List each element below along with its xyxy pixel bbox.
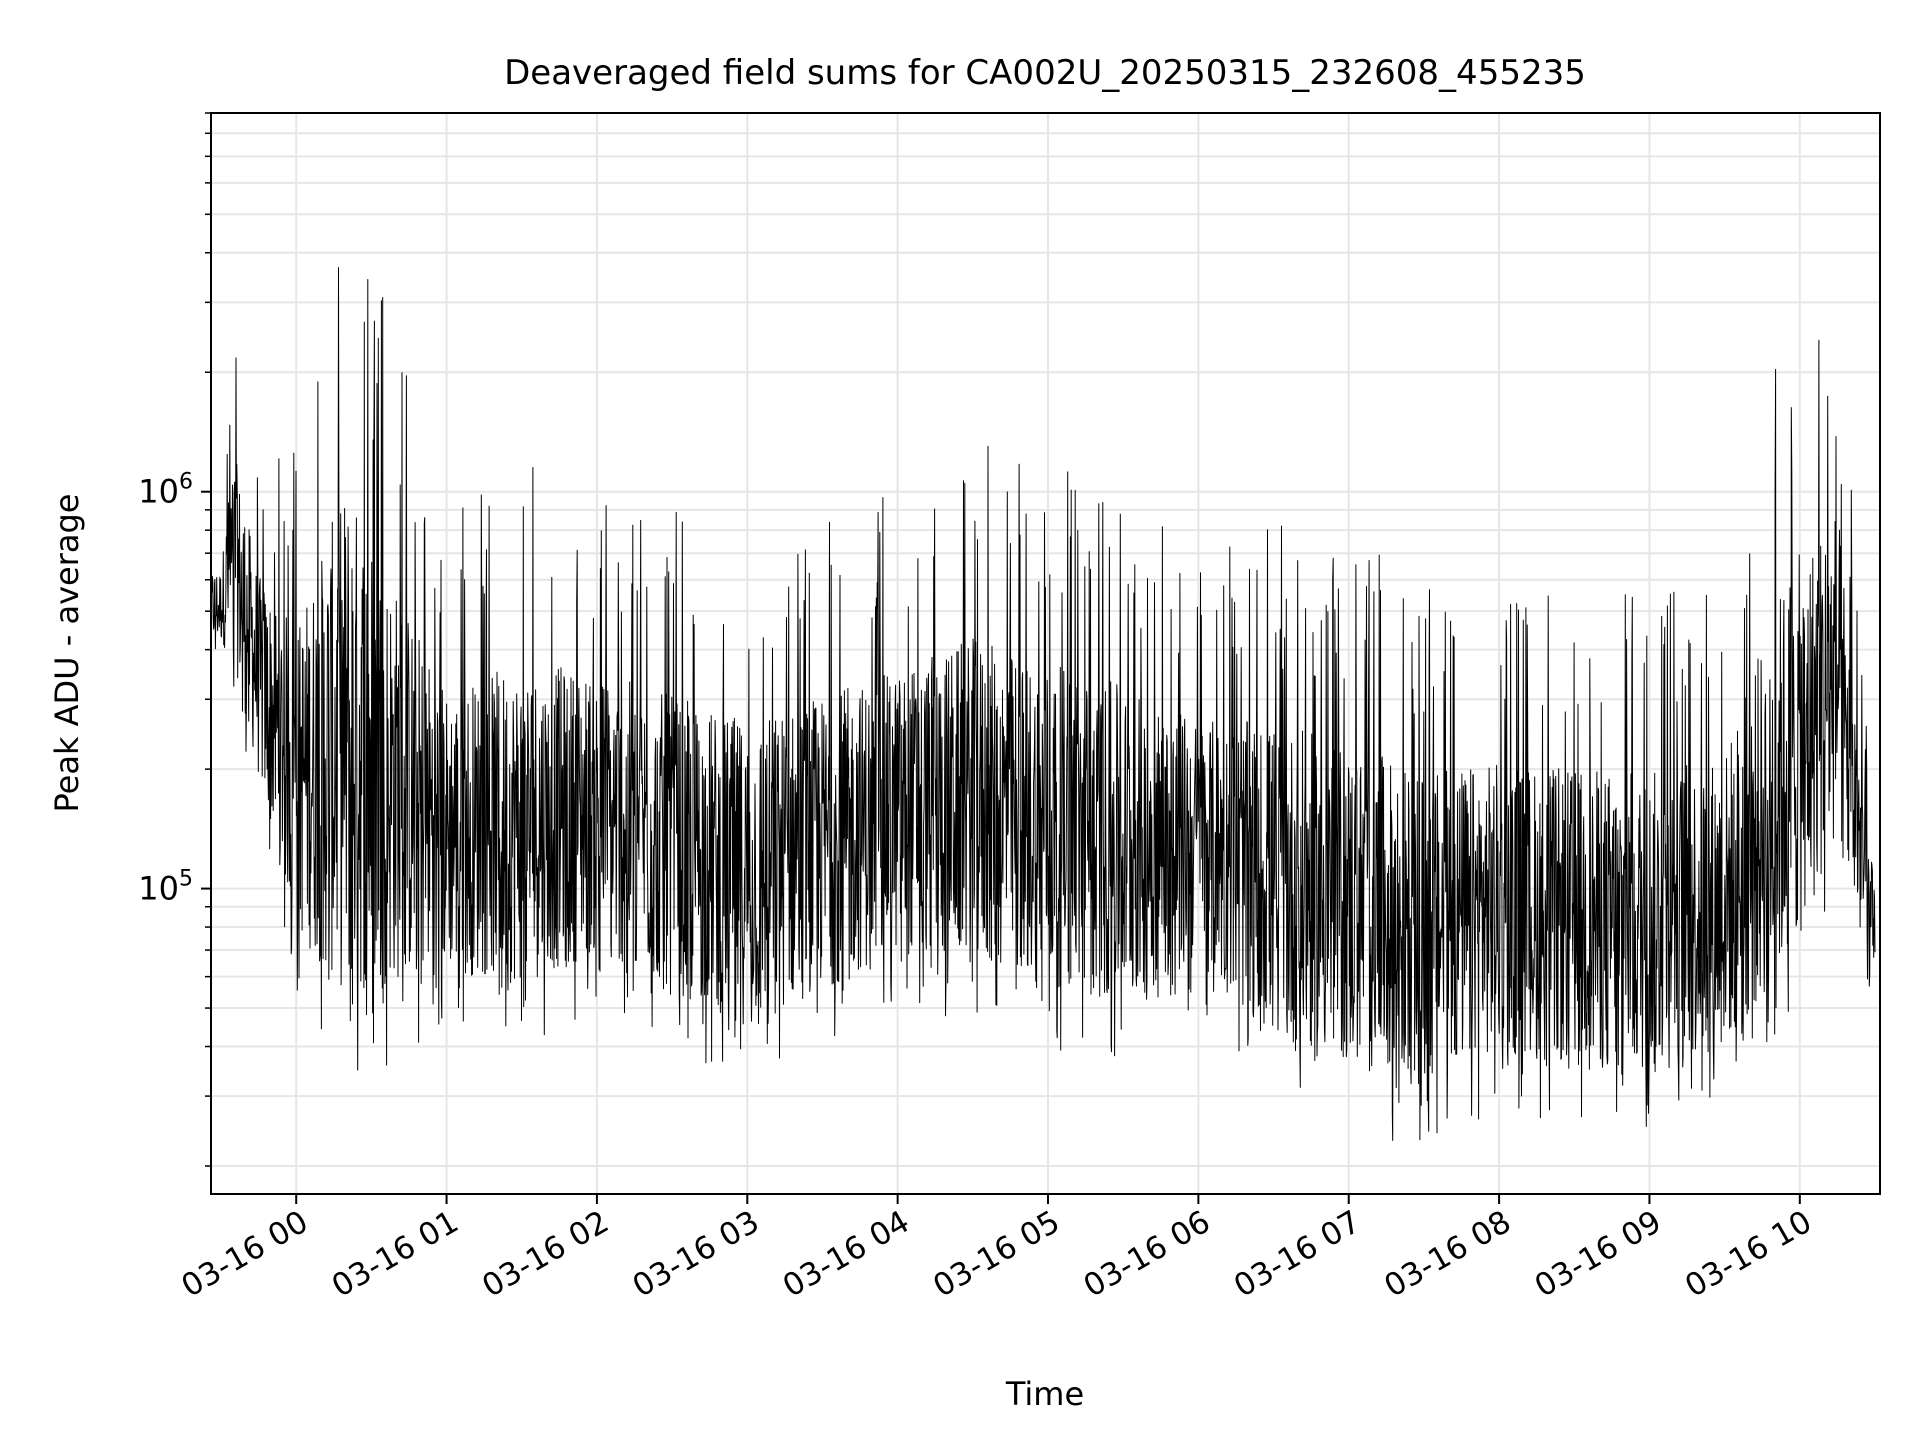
series-line [210, 267, 1876, 1141]
y-tick-label: 105 [138, 867, 193, 908]
data-series [210, 267, 1876, 1141]
x-axis-label: Time [1005, 1375, 1084, 1413]
y-axis-label: Peak ADU - average [48, 494, 86, 813]
plot-frame [210, 112, 1881, 1195]
y-tick-label: 106 [138, 470, 193, 511]
chart-title: Deaveraged field sums for CA002U_2025031… [504, 53, 1586, 93]
